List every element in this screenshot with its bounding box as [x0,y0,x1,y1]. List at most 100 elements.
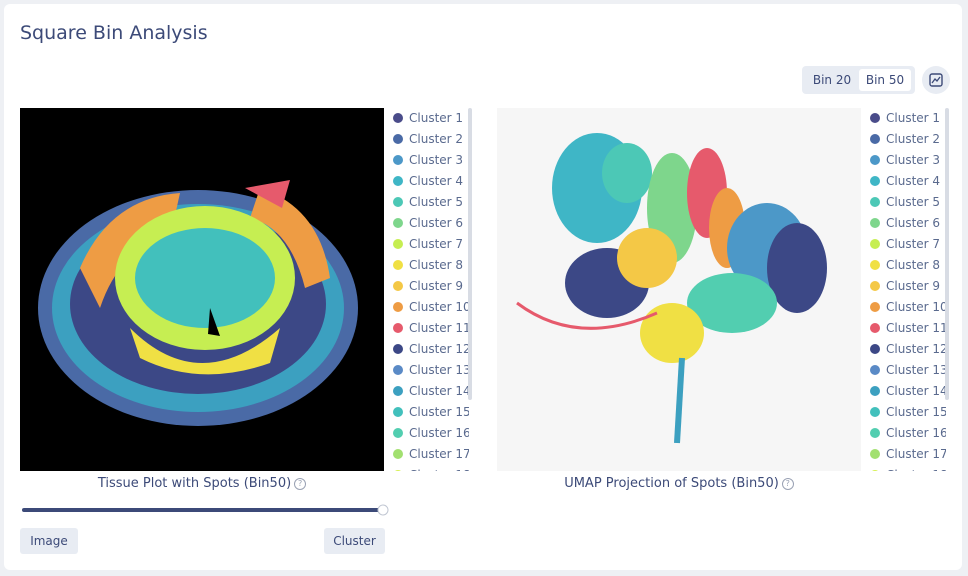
help-icon[interactable]: ? [294,477,307,490]
legend-swatch [393,281,403,291]
legend-swatch [393,449,403,459]
legend-item[interactable]: Cluster 14 [870,381,946,402]
legend-item[interactable]: Cluster 5 [870,192,946,213]
legend-label: Cluster 11 [409,321,469,335]
legend-label: Cluster 7 [886,237,941,251]
button[interactable]: Cluster [324,528,385,554]
legend-label: Cluster 3 [886,153,941,167]
legend-item[interactable]: Cluster 18 [870,465,946,471]
legend-item[interactable]: Cluster 9 [870,276,946,297]
legend-item[interactable]: Cluster 11 [393,318,469,339]
legend-label: Cluster 7 [409,237,464,251]
scrollbar[interactable] [945,108,949,400]
legend-label: Cluster 18 [886,465,946,471]
legend-item[interactable]: Cluster 8 [870,255,946,276]
legend-label: Cluster 5 [886,195,941,209]
card: Square Bin Analysis Bin 20 Bin 50 Cluste… [4,4,962,570]
legend-label: Cluster 10 [409,300,469,314]
legend-label: Cluster 4 [886,174,941,188]
legend-swatch [870,365,880,375]
legend-item[interactable]: Cluster 4 [393,171,469,192]
export-button[interactable] [922,66,950,94]
legend-item[interactable]: Cluster 12 [870,339,946,360]
legend-item[interactable]: Cluster 6 [870,213,946,234]
legend-item[interactable]: Cluster 2 [393,129,469,150]
legend-item[interactable]: Cluster 15 [393,402,469,423]
legend-item[interactable]: Cluster 11 [870,318,946,339]
legend-swatch [393,344,403,354]
legend-label: Cluster 12 [409,342,469,356]
legend-item[interactable]: Cluster 12 [393,339,469,360]
legend-swatch [870,302,880,312]
legend-item[interactable]: Cluster 13 [393,360,469,381]
legend-label: Cluster 4 [409,174,464,188]
legend-swatch [870,449,880,459]
export-icon [929,73,943,87]
legend-label: Cluster 16 [409,426,469,440]
legend-label: Cluster 16 [886,426,946,440]
legend-item[interactable]: Cluster 8 [393,255,469,276]
legend-item[interactable]: Cluster 7 [870,234,946,255]
legend-swatch [870,281,880,291]
umap-plot [497,108,861,471]
legend-swatch [393,470,403,471]
legend-item[interactable]: Cluster 2 [870,129,946,150]
caption: UMAP Projection of Spots (Bin50)? [497,476,861,491]
button[interactable]: Image [20,528,78,554]
legend-item[interactable]: Cluster 16 [393,423,469,444]
legend-label: Cluster 13 [886,363,946,377]
legend-item[interactable]: Cluster 1 [870,108,946,129]
legend-swatch [393,386,403,396]
caption: Tissue Plot with Spots (Bin50)? [20,476,384,491]
legend-swatch [393,155,403,165]
legend-label: Cluster 9 [886,279,941,293]
legend-item[interactable]: Cluster 17 [870,444,946,465]
legend-label: Cluster 18 [409,465,469,471]
legend-swatch [393,365,403,375]
slider[interactable] [20,502,390,518]
legend: Cluster 1 Cluster 2 Cluster 3 Cluster 4 Clus… [870,108,946,471]
legend-swatch [870,155,880,165]
legend-item[interactable]: Cluster 6 [393,213,469,234]
legend-item[interactable]: Cluster 18 [393,465,469,471]
legend-item[interactable]: Cluster 16 [870,423,946,444]
legend-label: Cluster 17 [886,447,946,461]
legend-label: Cluster 9 [409,279,464,293]
help-icon[interactable]: ? [781,477,794,490]
bin-option[interactable]: Bin 50 [859,69,911,91]
legend-label: Cluster 14 [886,384,946,398]
legend-label: Cluster 5 [409,195,464,209]
legend-swatch [393,176,403,186]
legend-item[interactable]: Cluster 10 [393,297,469,318]
legend-item[interactable]: Cluster 10 [870,297,946,318]
legend-label: Cluster 11 [886,321,946,335]
legend-item[interactable]: Cluster 3 [393,150,469,171]
legend-swatch [870,218,880,228]
legend-item[interactable]: Cluster 5 [393,192,469,213]
legend-item[interactable]: Cluster 13 [870,360,946,381]
tissue-plot [20,108,384,471]
legend-label: Cluster 12 [886,342,946,356]
legend-label: Cluster 1 [409,111,464,125]
legend-item[interactable]: Cluster 4 [870,171,946,192]
legend-label: Cluster 8 [886,258,941,272]
legend-swatch [870,197,880,207]
legend-swatch [393,239,403,249]
legend-swatch [870,428,880,438]
legend-item[interactable]: Cluster 7 [393,234,469,255]
legend-item[interactable]: Cluster 9 [393,276,469,297]
bin-option[interactable]: Bin 20 [812,73,852,87]
legend-swatch [393,197,403,207]
legend-item[interactable]: Cluster 15 [870,402,946,423]
legend-label: Cluster 14 [409,384,469,398]
legend-item[interactable]: Cluster 3 [870,150,946,171]
legend-swatch [870,386,880,396]
legend-item[interactable]: Cluster 1 [393,108,469,129]
legend-swatch [870,323,880,333]
scrollbar[interactable] [468,108,472,400]
legend-label: Cluster 2 [409,132,464,146]
legend-label: Cluster 1 [886,111,941,125]
legend-item[interactable]: Cluster 14 [393,381,469,402]
legend-item[interactable]: Cluster 17 [393,444,469,465]
